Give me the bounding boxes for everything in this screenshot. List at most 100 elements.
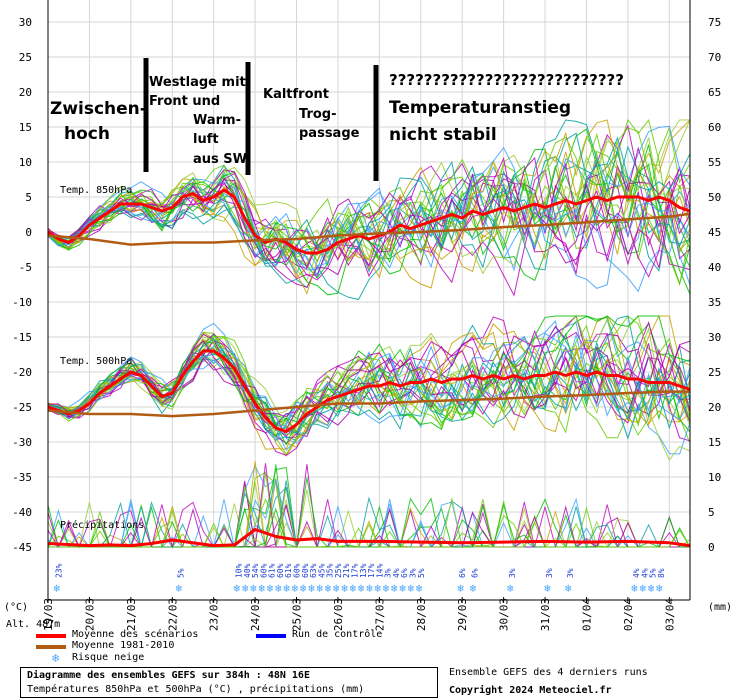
- ensemble-member-850: [47, 171, 691, 289]
- right-tick-label: 50: [708, 191, 721, 204]
- right-tick-label: 10: [708, 471, 721, 484]
- left-axis-unit: (°C): [4, 602, 28, 613]
- left-tick-label: 5: [25, 191, 32, 204]
- right-tick-label: 20: [708, 401, 721, 414]
- snow-risk-label: 40%: [243, 563, 252, 578]
- annotation-questions: ???????????????????????????: [389, 71, 624, 89]
- left-tick-label: -15: [12, 331, 32, 344]
- ensemble-member-850: [47, 125, 691, 276]
- annotation-zwischenhoch: Zwischen-: [50, 99, 147, 119]
- snowflake-icon: ❄: [350, 582, 357, 595]
- series-line-2: [47, 349, 691, 433]
- snowflake-icon: ❄: [457, 582, 464, 595]
- snow-risk-label: 10%: [235, 563, 244, 578]
- x-tick-label: 23/03: [208, 598, 221, 631]
- snow-risk-label: 5%: [649, 568, 658, 578]
- right-tick-label: 75: [708, 16, 721, 29]
- snowflake-icon: ❄: [366, 582, 373, 595]
- snow-risk-label: 60%: [259, 563, 268, 578]
- snow-risk-label: 45%: [317, 563, 326, 578]
- snowflake-icon: ❄: [656, 582, 663, 595]
- right-tick-label: 45: [708, 226, 721, 239]
- snowflake-icon: ❄: [399, 582, 406, 595]
- series-line-1: [47, 212, 691, 246]
- right-tick-label: 40: [708, 261, 721, 274]
- snowflake-icon: ❄: [507, 582, 514, 595]
- snowflake-icon: ❄: [333, 582, 340, 595]
- series-line-0: [47, 188, 691, 255]
- x-tick-label: 30/03: [498, 598, 511, 631]
- snowflake-icon: ❄: [391, 582, 398, 595]
- annotation-warmluft: aus SW: [193, 152, 247, 167]
- footer-subtitle: Températures 850hPa et 500hPa (°C) , pré…: [27, 684, 365, 695]
- snowflake-icon: ❄: [267, 582, 274, 595]
- left-tick-label: 0: [25, 226, 32, 239]
- left-tick-label: -45: [12, 541, 32, 554]
- ensemble-member-850: [47, 156, 691, 278]
- ensemble-member-850: [47, 146, 691, 285]
- snowflake-icon: ❄: [250, 582, 257, 595]
- annotation-kaltfront: Kaltfront: [263, 87, 329, 102]
- ensemble-member-500: [47, 329, 691, 456]
- ensemble-member-500: [47, 315, 691, 435]
- snow-risk-label: 13%: [359, 563, 368, 578]
- snowflake-icon: ❄: [325, 582, 332, 595]
- x-tick-label: 26/03: [332, 598, 345, 631]
- snow-risk-label: 3%: [408, 568, 417, 578]
- annotation-trog: passage: [299, 126, 360, 141]
- snow-risk-label: 4%: [632, 568, 641, 578]
- x-tick-label: 29/03: [456, 598, 469, 631]
- snow-risk-label: 61%: [268, 563, 277, 578]
- ensemble-member-500: [47, 318, 691, 451]
- x-tick-label: 25/03: [291, 598, 304, 631]
- left-tick-label: -10: [12, 296, 32, 309]
- snow-risk-label: 4%: [392, 568, 401, 578]
- snow-risk-label: 3%: [545, 568, 554, 578]
- left-tick-label: -35: [12, 471, 32, 484]
- legend-swatch-climate: [36, 645, 66, 649]
- series-line-4: [47, 528, 691, 548]
- snow-risk-label: 60%: [301, 563, 310, 578]
- x-tick-label: 19/03: [42, 598, 55, 631]
- right-tick-label: 30: [708, 331, 721, 344]
- x-tick-label: 22/03: [166, 598, 179, 631]
- snow-risk-label: 25%: [334, 563, 343, 578]
- legend-label-mean: Moyenne des scénarios: [72, 629, 199, 640]
- x-tick-label: 31/03: [539, 598, 552, 631]
- snow-risk-label: 21%: [342, 563, 351, 578]
- grid-layer: [47, 0, 690, 548]
- ensemble-member-500: [47, 340, 691, 431]
- snowflake-icon: ❄: [283, 582, 290, 595]
- annotation-temperaturanstieg: Temperaturanstieg: [389, 98, 571, 118]
- snowflake-icon: ❄: [275, 582, 282, 595]
- left-tick-label: 15: [19, 121, 32, 134]
- snowflake-icon: ❄: [639, 582, 646, 595]
- left-tick-label: -5: [19, 261, 32, 274]
- x-tick-label: 24/03: [249, 598, 262, 631]
- snow-risk-label: 23%: [54, 563, 63, 578]
- snowflake-icon: ❄: [631, 582, 638, 595]
- ensemble-member-precip: [47, 497, 690, 548]
- annotation-warmluft: luft: [193, 132, 219, 147]
- annotation-trog: Trog-: [299, 107, 336, 122]
- snow-risk-label: 6%: [400, 568, 409, 578]
- snowflake-icon: ❄: [470, 582, 477, 595]
- left-tick-label: -20: [12, 366, 32, 379]
- snow-risk-label: 3%: [384, 568, 393, 578]
- snowflake-icon: ❄: [383, 582, 390, 595]
- snow-risk-label: 8%: [657, 568, 666, 578]
- snowflake-icon: ❄: [648, 582, 655, 595]
- ensemble-member-500: [47, 331, 691, 450]
- footer-ensemble: Ensemble GEFS des 4 derniers runs: [449, 667, 648, 678]
- snowflake-icon: ❄: [308, 582, 315, 595]
- snowflake-icon: ❄: [374, 582, 381, 595]
- altitude-label: Alt. 487m: [6, 619, 60, 630]
- snowflake-icon: ❄: [416, 582, 423, 595]
- snowflake-icon: ❄: [292, 582, 299, 595]
- left-tick-label: 20: [19, 86, 32, 99]
- legend-label-snow: Risque neige: [72, 652, 145, 663]
- right-tick-label: 0: [708, 541, 715, 554]
- snowflake-icon: ❄: [242, 582, 249, 595]
- snow-risk-label: 17%: [351, 563, 360, 578]
